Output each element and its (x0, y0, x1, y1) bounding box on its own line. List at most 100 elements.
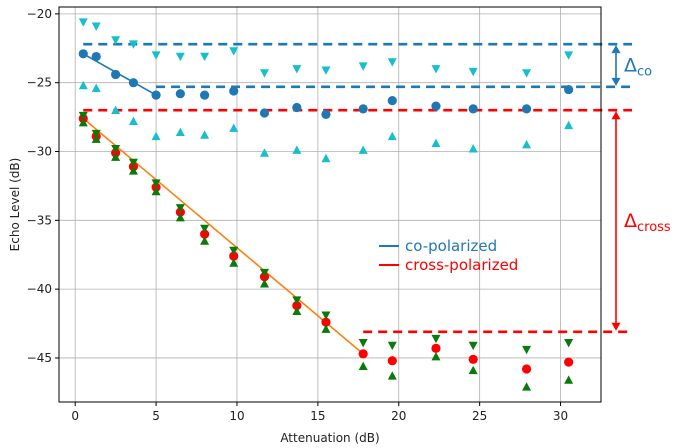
data-point (79, 18, 88, 26)
delta-label: Δcross (624, 210, 671, 235)
data-point (564, 121, 573, 129)
data-point (522, 346, 531, 354)
x-axis-label: Attenuation (dB) (280, 431, 379, 445)
data-point (321, 154, 330, 162)
data-point (388, 96, 397, 105)
data-point (564, 357, 573, 366)
y-tick-label: −40 (27, 282, 52, 296)
data-point (522, 140, 531, 148)
data-point (260, 108, 269, 117)
data-point (152, 132, 161, 140)
data-point (522, 104, 531, 113)
data-point (564, 375, 573, 383)
delta-arrow-head (612, 78, 621, 86)
data-point (152, 51, 161, 59)
delta-arrow-head (612, 111, 621, 119)
data-point (359, 104, 368, 113)
data-point (469, 366, 478, 374)
x-tick-label: 15 (310, 409, 325, 423)
data-point (469, 104, 478, 113)
data-point (92, 84, 101, 92)
delta-arrow-head (612, 323, 621, 331)
y-tick-label: −35 (27, 213, 52, 227)
plot-frame (59, 7, 601, 402)
data-point (176, 128, 185, 136)
legend-label: cross-polarized (405, 256, 518, 274)
x-tick-label: 25 (472, 409, 487, 423)
x-tick-label: 10 (229, 409, 244, 423)
y-tick-label: −25 (27, 76, 52, 90)
delta-subscript: cross (637, 220, 671, 235)
data-point (200, 90, 209, 99)
data-point (564, 339, 573, 347)
data-point (431, 101, 440, 110)
data-point (321, 67, 330, 75)
data-point (388, 356, 397, 365)
delta-annotations: Δco Δcross (612, 45, 671, 331)
grid (59, 7, 601, 402)
delta-arrow-head (612, 45, 621, 53)
data-point (359, 339, 368, 347)
data-point (564, 51, 573, 59)
data-point (564, 85, 573, 94)
data-point (388, 371, 397, 379)
delta-label: Δco (624, 54, 652, 79)
y-tick-label: −45 (27, 351, 52, 365)
delta-subscript: co (637, 64, 652, 79)
data-point (522, 382, 531, 390)
data-point (359, 62, 368, 70)
data-point (388, 342, 397, 350)
x-tick-label: 5 (152, 409, 160, 423)
data-point (522, 364, 531, 373)
data-point (200, 53, 209, 61)
data-point (79, 49, 88, 58)
x-tick-label: 30 (553, 409, 568, 423)
data-point (92, 52, 101, 61)
data-point (260, 279, 269, 287)
data-point (388, 132, 397, 140)
data-point (200, 236, 209, 244)
y-tick-label: −30 (27, 145, 52, 159)
data-point (431, 335, 440, 343)
data-point (229, 86, 238, 95)
data-point (129, 117, 138, 125)
data-markers (79, 18, 574, 390)
data-point (522, 69, 531, 77)
data-point (431, 344, 440, 353)
data-point (292, 146, 301, 154)
data-point (469, 68, 478, 76)
data-point (260, 69, 269, 77)
data-point (469, 144, 478, 152)
y-tick-label: −20 (27, 7, 52, 21)
data-point (292, 103, 301, 112)
data-point (321, 311, 330, 319)
x-tick-label: 20 (391, 409, 406, 423)
x-tick-label: 0 (71, 409, 79, 423)
data-point (292, 65, 301, 73)
data-point (359, 362, 368, 370)
data-point (151, 90, 160, 99)
data-point (431, 65, 440, 73)
data-point (359, 349, 368, 358)
data-point (260, 148, 269, 156)
fit-lines (83, 54, 363, 354)
data-point (176, 53, 185, 61)
y-axis-label: Echo Level (dB) (8, 158, 22, 252)
data-point (129, 78, 138, 87)
data-point (111, 70, 120, 79)
data-point (431, 352, 440, 360)
data-point (92, 22, 101, 30)
data-point (431, 139, 440, 147)
data-point (388, 58, 397, 66)
data-point (359, 146, 368, 154)
data-point (79, 81, 88, 89)
data-point (200, 130, 209, 138)
data-point (321, 110, 330, 119)
legend-label: co-polarized (405, 237, 497, 255)
data-point (469, 342, 478, 350)
data-point (176, 89, 185, 98)
fit-line (83, 118, 363, 353)
data-point (469, 355, 478, 364)
